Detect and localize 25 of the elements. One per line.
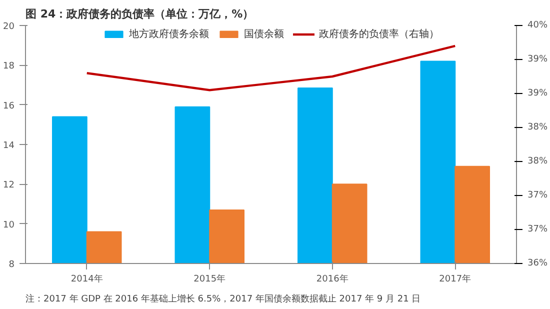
- y2-tick-label: 36%: [528, 258, 548, 268]
- x-tick-label: 2016年: [316, 274, 348, 284]
- line-series: [86, 44, 456, 92]
- y2-tick-label: 39%: [528, 88, 548, 98]
- legend-label: 地方政府债务余额: [129, 28, 209, 41]
- y2-tick-label: 38%: [528, 156, 548, 166]
- y2-tick-label: 40%: [528, 20, 548, 30]
- y-tick-label: 14: [3, 141, 15, 151]
- y-tick-label: 12: [3, 180, 14, 191]
- y-tick-label: 18: [3, 62, 15, 72]
- x-tick-label: 2017年: [439, 274, 472, 284]
- y-tick-label: 20: [3, 22, 15, 32]
- legend-label: 国债余额: [244, 28, 284, 41]
- text: 注：2017 年 GDP 在 2016 年基础上增长 6.5%，2017 年国债余额数据截止 2017 年 9 月 21 日: [26, 294, 421, 304]
- y2-tick-label: 37%: [528, 190, 548, 200]
- y2-tick-label: 39%: [528, 54, 548, 64]
- legend-label: 政府债务的负债率（右轴）: [319, 28, 439, 41]
- y-tick-label: 10: [3, 220, 15, 230]
- y-tick-label: 8: [8, 260, 15, 270]
- y2-tick-label: 37%: [528, 224, 548, 234]
- chart-title: 图 24：政府债务的负债率（单位：万亿，%）: [26, 8, 254, 20]
- x-tick-label: 2015年: [194, 274, 226, 284]
- y2-tick-label: 38%: [528, 122, 548, 132]
- x-tick-label: 2014年: [70, 274, 103, 284]
- y-tick-label: 16: [3, 101, 15, 112]
